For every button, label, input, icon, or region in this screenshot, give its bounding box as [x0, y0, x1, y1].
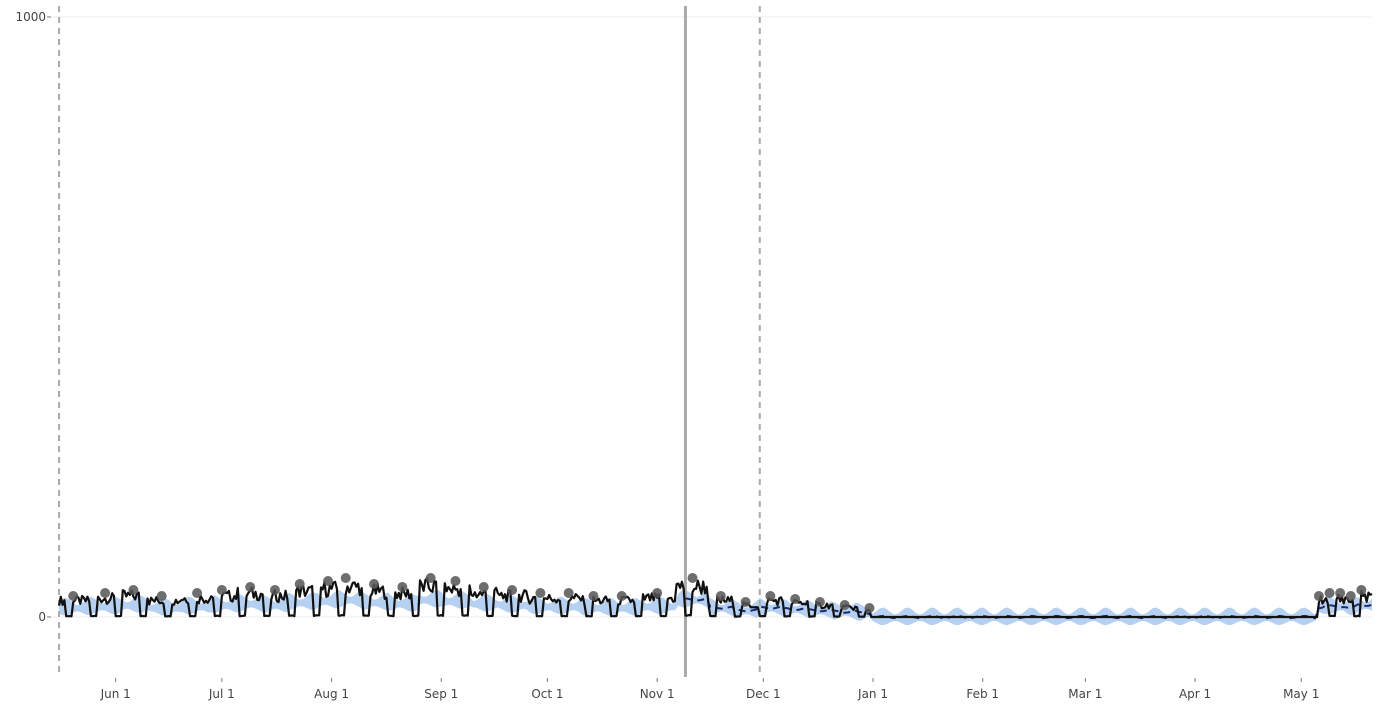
- x-tick-label: May 1: [1283, 687, 1319, 701]
- observed-point: [563, 588, 574, 598]
- observed-point: [1313, 591, 1324, 601]
- observed-point: [478, 582, 489, 592]
- observed-points: [68, 573, 1367, 613]
- observed-line: [58, 577, 1373, 619]
- observed-point: [715, 591, 726, 601]
- observed-point: [1324, 588, 1335, 598]
- observed-point: [687, 573, 698, 583]
- observed-point: [535, 588, 546, 598]
- observed-point: [652, 588, 663, 598]
- observed-point: [864, 603, 875, 613]
- x-tick-label: Feb 1: [966, 687, 999, 701]
- x-tick-label: Sep 1: [424, 687, 458, 701]
- observed-point: [588, 591, 599, 601]
- event-lines: [58, 6, 761, 677]
- observed-point: [340, 573, 351, 583]
- observed-point: [616, 591, 627, 601]
- x-tick-label: Aug 1: [314, 687, 349, 701]
- observed-point: [450, 576, 461, 586]
- observed-point: [156, 591, 167, 601]
- observed-point: [839, 600, 850, 610]
- observed-point: [100, 588, 111, 598]
- observed-point: [68, 591, 79, 601]
- observed-point: [507, 585, 518, 595]
- x-tick-label: Jun 1: [100, 687, 131, 701]
- axes: 0 1000 Jun 1 Jul 1 Aug 1 Sep 1 Oct 1 Nov 1 Dec 1…: [15, 10, 1319, 701]
- x-tick-label: Apr 1: [1179, 687, 1211, 701]
- y-tick-label: 1000: [15, 10, 46, 24]
- observed-point: [1335, 588, 1346, 598]
- grid: [52, 16, 1372, 618]
- observed-point: [323, 576, 334, 586]
- y-tick-label: 0: [38, 610, 46, 624]
- observed-point: [1356, 585, 1367, 595]
- x-tick-label: Nov 1: [640, 687, 675, 701]
- observed-point: [245, 582, 256, 592]
- observed-point: [425, 573, 436, 583]
- observed-point: [294, 579, 305, 589]
- observed-point: [397, 582, 408, 592]
- x-tick-label: Oct 1: [531, 687, 563, 701]
- observed-point: [1345, 591, 1356, 601]
- observed-point: [740, 597, 751, 607]
- x-tick-label: Dec 1: [746, 687, 781, 701]
- observed-point: [269, 585, 280, 595]
- observed-point: [128, 585, 139, 595]
- observed-point: [765, 591, 776, 601]
- series-lines: [58, 577, 1373, 620]
- x-tick-label: Jul 1: [208, 687, 235, 701]
- observed-point: [369, 579, 380, 589]
- observed-point: [216, 585, 227, 595]
- x-tick-label: Jan 1: [857, 687, 888, 701]
- observed-point: [814, 597, 825, 607]
- observed-point: [790, 594, 801, 604]
- observed-point: [192, 588, 203, 598]
- x-tick-label: Mar 1: [1068, 687, 1102, 701]
